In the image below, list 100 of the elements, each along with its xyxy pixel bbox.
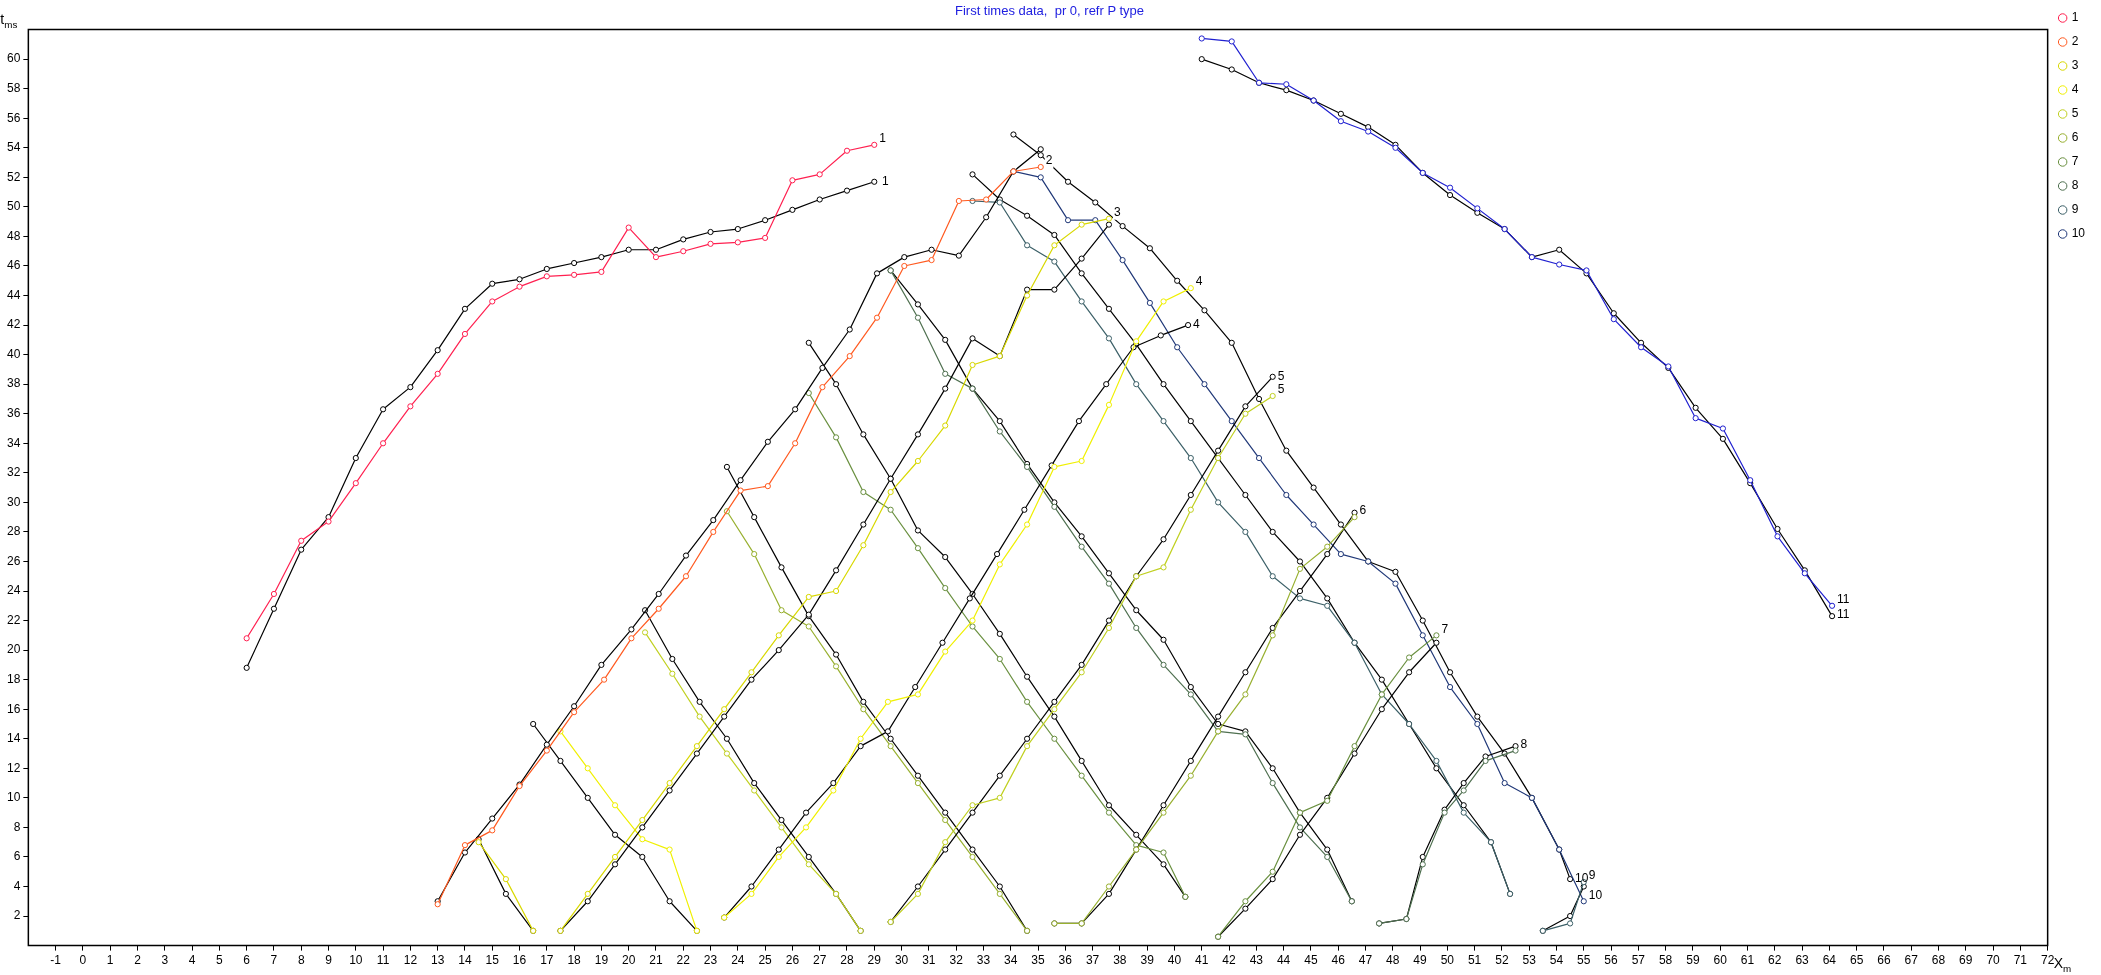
y-tick-label: 32 [6,465,21,480]
x-tick-label: 34 [1004,953,1018,968]
x-tick-label: 22 [676,953,691,968]
x-tick-label: 69 [1959,953,1973,968]
x-tick-label: 24 [731,953,745,968]
x-tick-label: 58 [1658,953,1673,968]
x-tick-label: 11 [376,953,390,968]
y-tick-label: 36 [6,406,21,421]
x-tick-label: 18 [567,953,582,968]
x-tick-label: 8 [297,953,305,968]
x-tick-label: 32 [949,953,964,968]
legend-label: 2 [2071,34,2079,49]
x-tick-label: 17 [540,953,554,968]
x-tick-label: 47 [1358,953,1373,968]
x-tick-label: 31 [922,953,936,968]
x-tick-label: 53 [1522,953,1537,968]
x-tick-label: 27 [813,953,827,968]
annotation: 10 [1575,871,1589,886]
y-tick-label: 60 [6,51,21,66]
x-tick-label: 10 [349,953,363,968]
y-tick-label: 8 [13,819,21,834]
x-tick-label: 7 [270,953,278,968]
y-tick-label: 40 [6,346,21,361]
x-tick-label: 48 [1386,953,1400,968]
legend-label: 3 [2071,58,2079,73]
x-tick-label: 20 [622,953,636,968]
x-tick-label: 21 [649,953,663,968]
x-tick-label: 43 [1249,953,1264,968]
x-tick-label: 68 [1931,953,1946,968]
legend-label: 10 [2071,226,2086,241]
x-tick-label: 35 [1031,953,1045,968]
y-tick-label: 18 [6,671,21,686]
y-tick-label: 20 [6,642,21,657]
y-tick-label: 46 [6,258,21,273]
y-tick-label: 48 [6,228,21,243]
x-tick-label: 5 [216,953,224,968]
x-tick-label: 63 [1795,953,1810,968]
y-tick-label: 26 [6,553,21,568]
x-tick-label: 0 [79,953,87,968]
x-tick-label: 44 [1276,953,1291,968]
y-tick-label: 42 [6,317,21,332]
text: 7 [1441,621,1449,636]
x-tick-label: 3 [161,953,169,968]
x-tick-label: 33 [976,953,991,968]
x-tick-label: 45 [1304,953,1318,968]
legend-label: 7 [2071,154,2079,169]
y-tick-label: 38 [6,376,21,391]
x-tick-label: 1 [106,953,114,968]
x-tick-label: 46 [1331,953,1346,968]
x-tick-label: 64 [1822,953,1837,968]
x-tick-label: 29 [867,953,882,968]
y-tick-label: 34 [6,435,21,450]
legend-label: 5 [2071,106,2079,121]
x-tick-label: 12 [403,953,418,968]
chart-title: First times data, pr 0, refr P type [954,3,1145,19]
x-tick-label: 62 [1768,953,1782,968]
x-tick-label: 60 [1713,953,1728,968]
legend-label: 6 [2071,130,2079,145]
legend-label: 1 [2071,10,2079,25]
y-tick-label: 12 [6,760,21,775]
text: 4 [1195,274,1203,289]
annotation: 5 [1277,369,1285,384]
x-tick-label: 2 [134,953,142,968]
text: 8 [1520,736,1528,751]
x-tick-label: 9 [325,953,333,968]
x-tick-label: 16 [512,953,527,968]
text: 3 [1113,205,1121,220]
legend-label: 9 [2071,202,2079,217]
y-tick-label: 16 [6,701,21,716]
x-tick-label: 6 [243,953,251,968]
x-tick-label: 40 [1167,953,1182,968]
y-tick-label: 24 [6,583,21,598]
x-tick-label: 4 [188,953,196,968]
x-tick-label: 15 [485,953,500,968]
text: 9 [1588,868,1596,883]
x-tick-label: 66 [1877,953,1891,968]
x-tick-label: 25 [758,953,773,968]
text: 2 [1045,153,1053,168]
y-tick-label: 14 [6,731,21,746]
y-tick-label: 54 [6,140,21,155]
annotation: 11 [1837,592,1850,607]
text: 1 [879,131,886,146]
x-tick-label: 56 [1604,953,1619,968]
text: 10 [1588,887,1603,902]
y-tick-label: 52 [6,169,21,184]
x-tick-label: 14 [458,953,472,968]
x-tick-label: 55 [1577,953,1591,968]
legend-label: 4 [2071,82,2079,97]
x-tick-label: 61 [1740,953,1755,968]
x-tick-label: 37 [1085,953,1100,968]
annotation: 11 [1837,606,1850,621]
y-tick-label: 30 [6,494,21,509]
x-tick-label: 36 [1058,953,1073,968]
text: 6 [1359,503,1367,518]
y-tick-label: 50 [6,199,21,214]
y-tick-label: 4 [13,878,21,893]
x-tick-label: 38 [1113,953,1127,968]
x-tick-label: 57 [1631,953,1646,968]
x-tick-label: 54 [1549,953,1564,968]
x-tick-label: -1 [50,953,62,968]
